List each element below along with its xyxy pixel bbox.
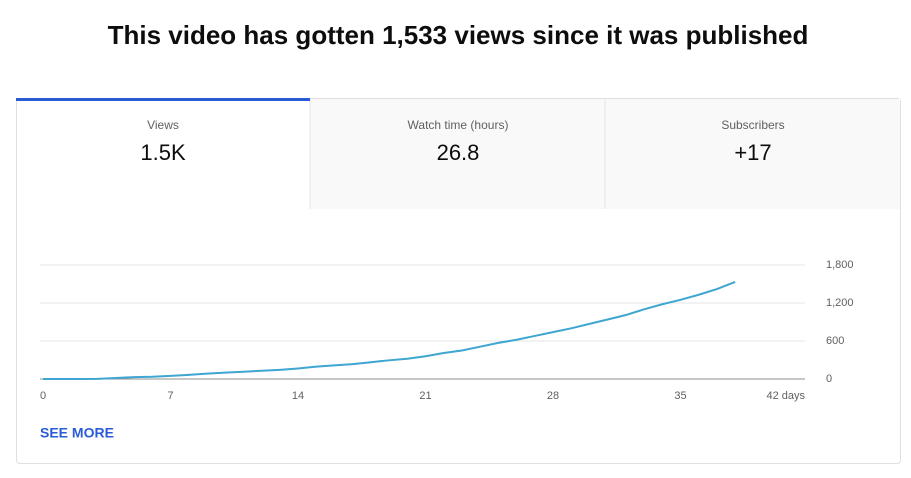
y-tick-label: 1,200: [826, 297, 854, 309]
x-tick-label: 21: [419, 390, 431, 402]
x-tick-label: 42 days: [766, 390, 805, 402]
tab-label: Watch time (hours): [408, 118, 509, 132]
x-tick-label: 0: [40, 390, 46, 402]
tab-value: 26.8: [437, 140, 480, 165]
x-tick-label: 35: [674, 390, 686, 402]
x-tick-label: 7: [167, 390, 173, 402]
y-tick-label: 0: [826, 373, 832, 385]
tab-label: Subscribers: [721, 118, 784, 132]
tab-value: 1.5K: [140, 140, 186, 165]
selected-tab-indicator: [16, 98, 310, 101]
tab-value: +17: [734, 140, 771, 165]
y-tick-label: 1,800: [826, 259, 854, 271]
y-tick-label: 600: [826, 335, 844, 347]
x-tick-label: 14: [292, 390, 304, 402]
line: [43, 280, 736, 380]
x-tick-label: 28: [547, 390, 559, 402]
tab-label: Views: [147, 118, 179, 132]
see-more-link[interactable]: SEE MORE: [40, 425, 114, 441]
page-title: This video has gotten 1,533 views since …: [108, 20, 809, 50]
